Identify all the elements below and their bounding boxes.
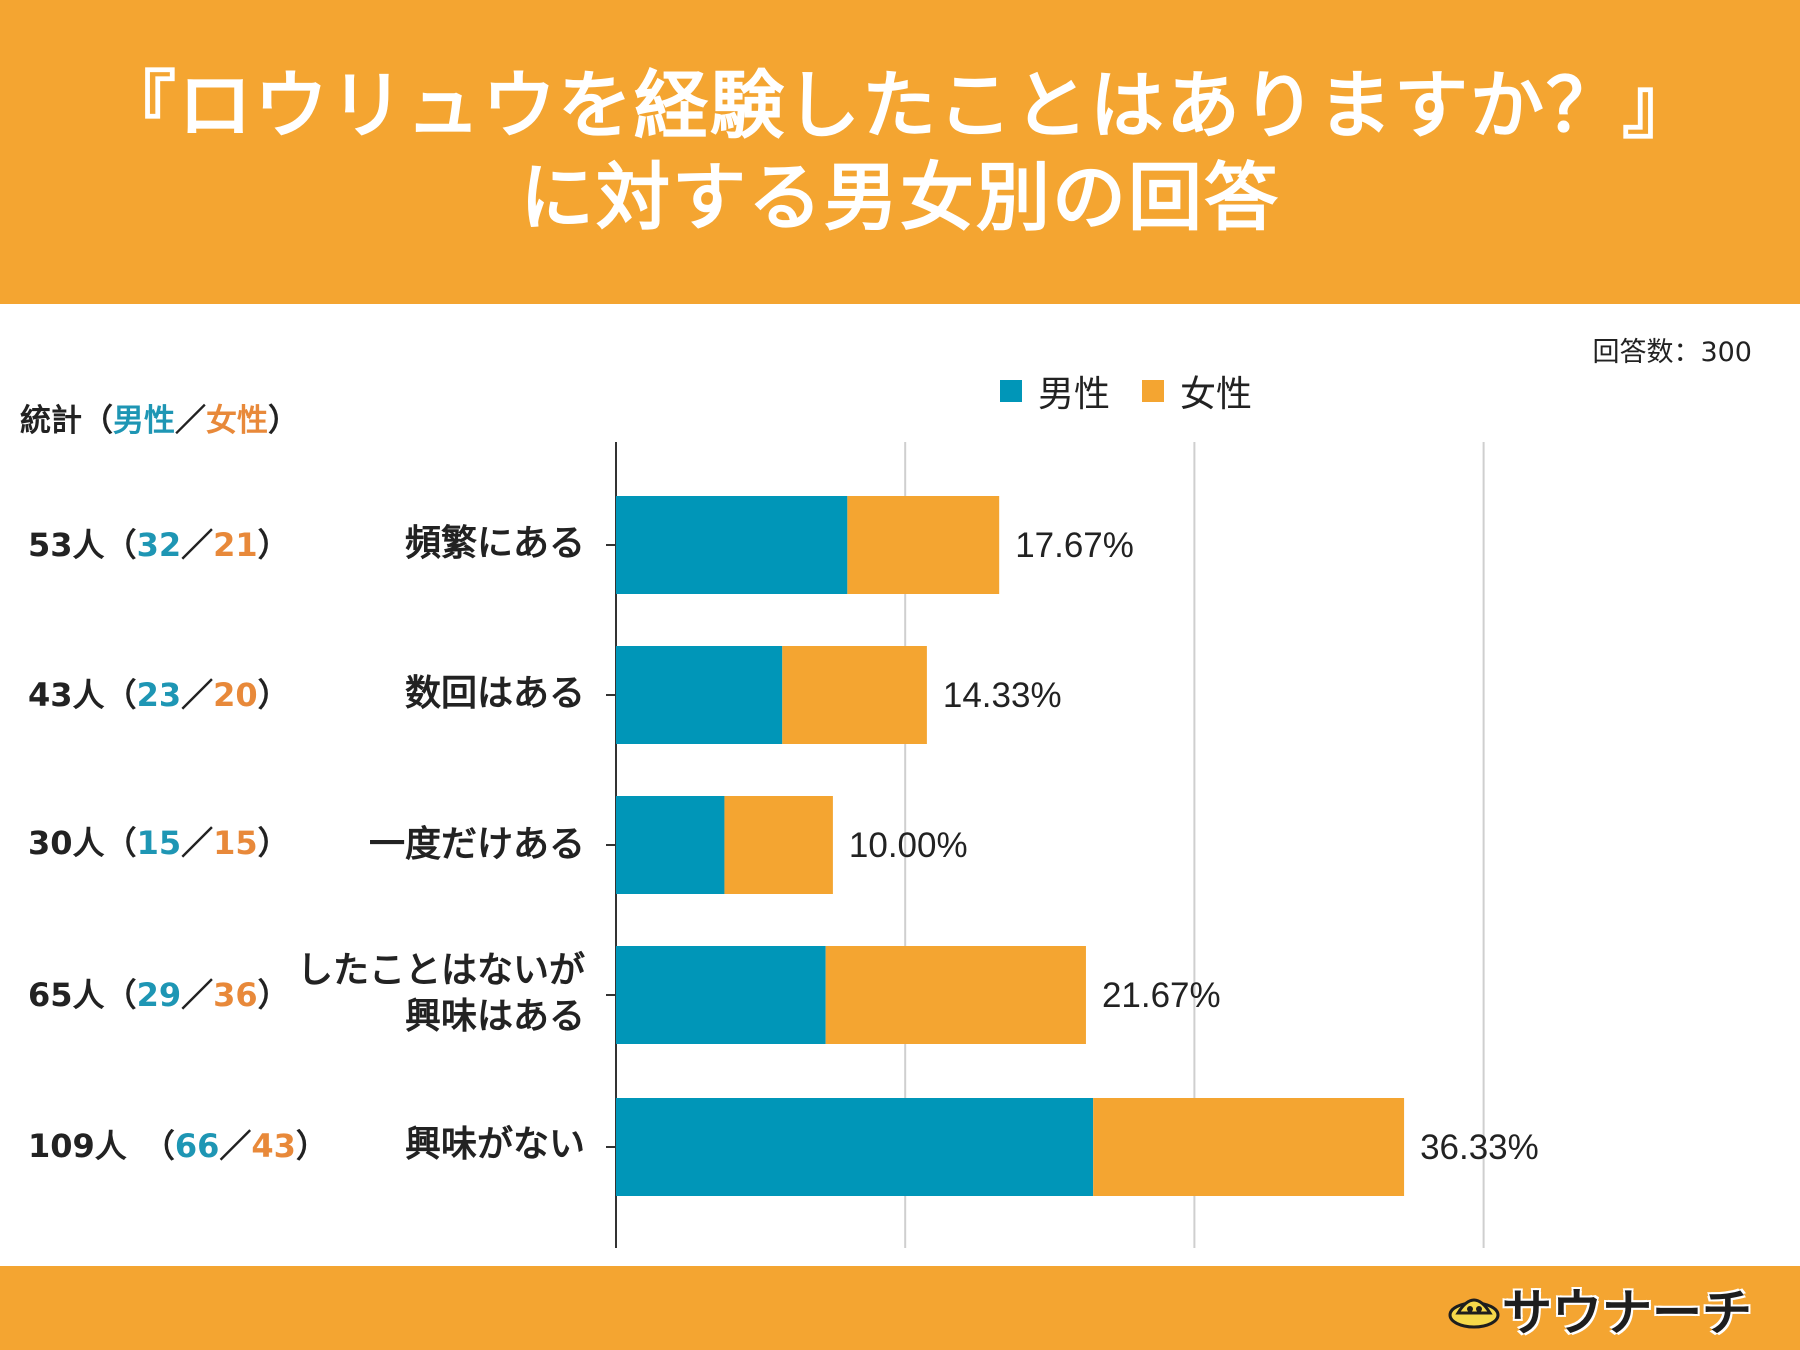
data-label: 14.33% <box>943 676 1062 715</box>
stat-total: 53人 <box>28 526 105 564</box>
stat-female: 43 <box>251 1127 296 1165</box>
brand-logo: サウナーチ <box>1448 1278 1752 1342</box>
data-label: 10.00% <box>849 826 968 865</box>
legend-item-female: 女性 <box>1142 365 1252 417</box>
bar-male <box>616 496 848 594</box>
data-label: 36.33% <box>1420 1128 1539 1167</box>
legend-swatch-female <box>1142 380 1165 402</box>
bar-male <box>616 1098 1094 1196</box>
bar-female <box>782 646 927 744</box>
legend-swatch-male <box>1000 380 1022 402</box>
chart-legend: 男性 女性 <box>1000 365 1252 417</box>
stat-female: 21 <box>213 526 258 564</box>
stat-female: 36 <box>213 976 258 1014</box>
bar-female <box>847 496 1000 594</box>
category-label: 頻繁にある <box>404 523 585 564</box>
stat-row: 30人（15／15） <box>28 824 290 862</box>
stat-male: 29 <box>136 976 182 1014</box>
stats-header-suffix: ） <box>268 403 299 439</box>
stat-row: 109人 （66／43） <box>28 1127 328 1165</box>
stat-male: 66 <box>174 1127 220 1165</box>
stats-header-sep: ／ <box>175 403 206 439</box>
respondent-count: 回答数：300 <box>1592 337 1752 368</box>
bar-female <box>724 796 833 894</box>
legend-item-male: 男性 <box>1000 365 1110 417</box>
stats-header-female: 女性 <box>206 403 268 439</box>
stats-header-male: 男性 <box>113 403 175 439</box>
bar-male <box>616 946 826 1044</box>
category-label: 興味がない <box>404 1124 585 1165</box>
bar-male <box>616 646 783 744</box>
legend-label-male: 男性 <box>1038 374 1111 415</box>
stat-male: 23 <box>136 676 182 714</box>
stats-header: 統計（男性／女性） <box>20 395 299 440</box>
legend-label-female: 女性 <box>1180 374 1253 415</box>
stat-female: 20 <box>213 676 258 714</box>
sauna-hat-icon <box>1448 1298 1500 1329</box>
stat-female: 15 <box>213 824 258 862</box>
bar-female <box>825 946 1086 1044</box>
stat-male: 32 <box>136 526 182 564</box>
footer-banner: サウナーチ <box>0 1266 1800 1350</box>
data-label: 21.67% <box>1102 976 1221 1015</box>
bar-female <box>1093 1098 1405 1196</box>
stat-row: 43人（23／20） <box>28 676 290 714</box>
bar-male <box>616 796 725 894</box>
category-label: 数回はある <box>404 673 585 714</box>
category-label: したことはないが 興味はある <box>296 950 585 1037</box>
data-label: 17.67% <box>1015 526 1134 565</box>
category-label: 一度だけある <box>368 824 585 865</box>
stat-row: 53人（32／21） <box>28 526 290 564</box>
page-title-line-1: 『ロウリュウを経験したことはありますか？』 <box>102 63 1698 149</box>
stat-total: 30人 <box>28 824 105 862</box>
stat-row: 65人（29／36） <box>28 976 290 1014</box>
stat-total: 43人 <box>28 676 105 714</box>
stat-total: 65人 <box>28 976 105 1014</box>
stat-total: 109人 <box>28 1127 127 1165</box>
page-title-line-2: に対する男女別の回答 <box>520 155 1280 241</box>
stat-male: 15 <box>136 824 182 862</box>
logo-text: サウナーチ <box>1502 1284 1752 1342</box>
header-banner: 『ロウリュウを経験したことはありますか？』 に対する男女別の回答 <box>0 0 1800 304</box>
stats-header-prefix: 統計（ <box>20 403 113 439</box>
